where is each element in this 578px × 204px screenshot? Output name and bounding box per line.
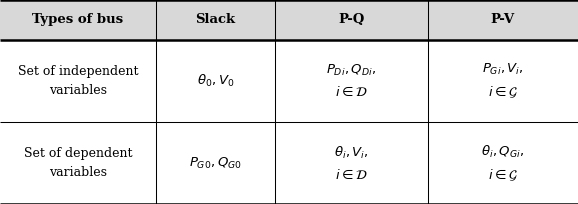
Text: P-Q: P-Q [338, 13, 364, 26]
Text: $P_{G0},Q_{G0}$: $P_{G0},Q_{G0}$ [189, 156, 242, 171]
Text: Types of bus: Types of bus [32, 13, 124, 26]
Text: $P_{Gi},V_i,$
$i\in\mathcal{G}$: $P_{Gi},V_i,$ $i\in\mathcal{G}$ [482, 62, 524, 100]
Text: Set of dependent
variables: Set of dependent variables [24, 147, 132, 179]
Text: $\theta_i,V_i,$
$i\in\mathcal{D}$: $\theta_i,V_i,$ $i\in\mathcal{D}$ [334, 145, 369, 182]
Text: Set of independent
variables: Set of independent variables [18, 65, 138, 97]
Text: $\theta_0,V_0$: $\theta_0,V_0$ [197, 73, 234, 89]
Text: $P_{Di},Q_{Di},$
$i\in\mathcal{D}$: $P_{Di},Q_{Di},$ $i\in\mathcal{D}$ [326, 63, 376, 99]
Text: P-V: P-V [491, 13, 515, 26]
Text: $\theta_i,Q_{Gi},$
$i\in\mathcal{G}$: $\theta_i,Q_{Gi},$ $i\in\mathcal{G}$ [481, 144, 524, 183]
Text: Slack: Slack [195, 13, 235, 26]
Bar [0, 0, 578, 40]
